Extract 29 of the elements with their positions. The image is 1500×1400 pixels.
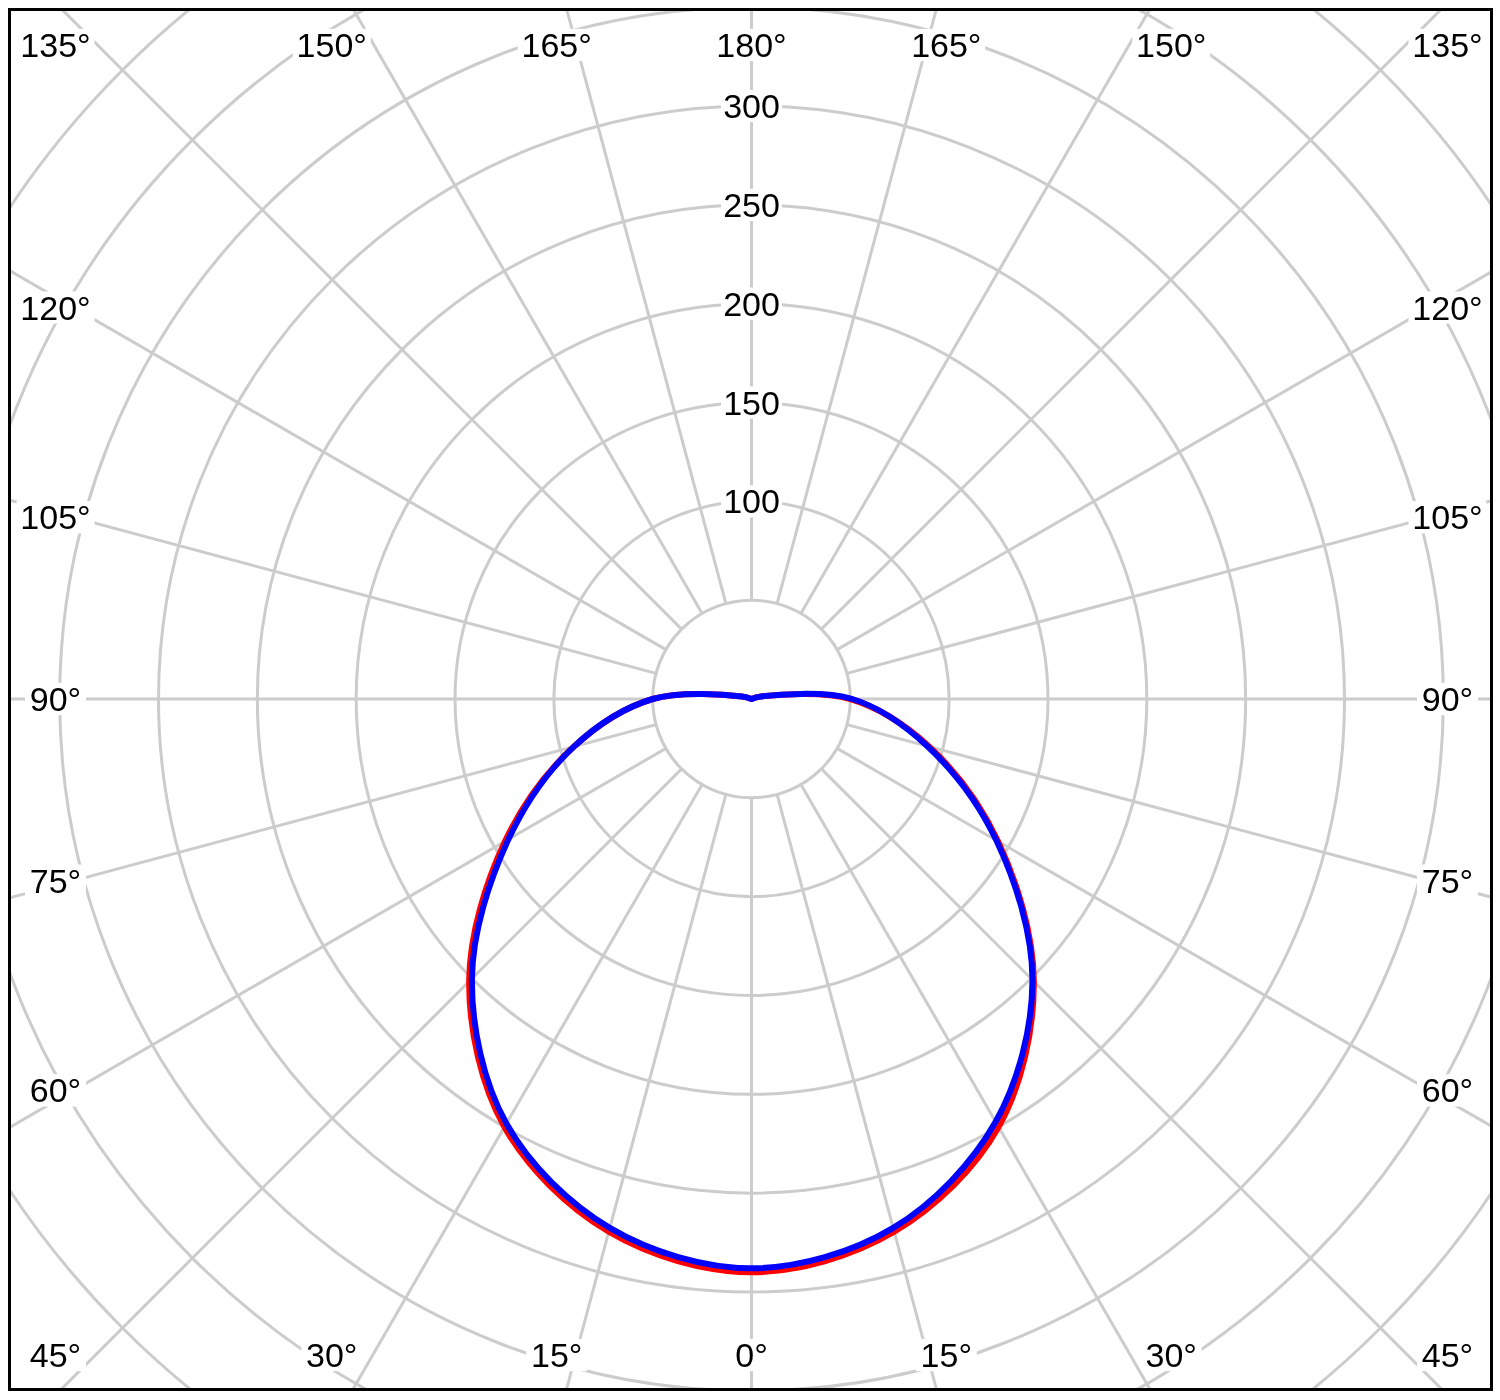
spoke-label: 30° (1145, 1336, 1197, 1374)
spoke-label: 135° (1412, 26, 1483, 64)
spoke-label: 45° (29, 1336, 82, 1374)
spoke-label: 150° (296, 26, 367, 64)
spoke-label: 120° (1412, 288, 1483, 327)
y-tick-label: 100 (723, 482, 780, 521)
spoke-label: 75° (1421, 861, 1474, 900)
y-tick-label: 150 (723, 383, 780, 422)
y-tick-label: 200 (723, 284, 780, 323)
spoke-label: 165° (521, 26, 592, 64)
spoke-label: 135° (20, 26, 91, 64)
spoke-label: 150° (1136, 26, 1207, 64)
spoke-label: 90° (29, 680, 82, 718)
spoke-label: 90° (1421, 680, 1474, 718)
spoke-label: 120° (20, 288, 91, 327)
spoke-label: 180° (716, 26, 787, 64)
spoke-label: 15° (530, 1336, 583, 1374)
y-tick-label: 250 (723, 185, 780, 224)
spoke-label: 165° (911, 26, 982, 64)
spoke-label: 105° (20, 498, 91, 537)
spoke-label: 105° (1412, 498, 1483, 537)
y-tick-label: 300 (723, 87, 780, 125)
spoke-label: 15° (920, 1336, 973, 1374)
spoke-label: 0° (735, 1336, 768, 1374)
spoke-label: 60° (1421, 1071, 1474, 1110)
spoke-label: 60° (29, 1071, 82, 1110)
spoke-label: 30° (306, 1336, 358, 1374)
spoke-label: 45° (1421, 1336, 1474, 1374)
spoke-label: 75° (29, 861, 82, 900)
